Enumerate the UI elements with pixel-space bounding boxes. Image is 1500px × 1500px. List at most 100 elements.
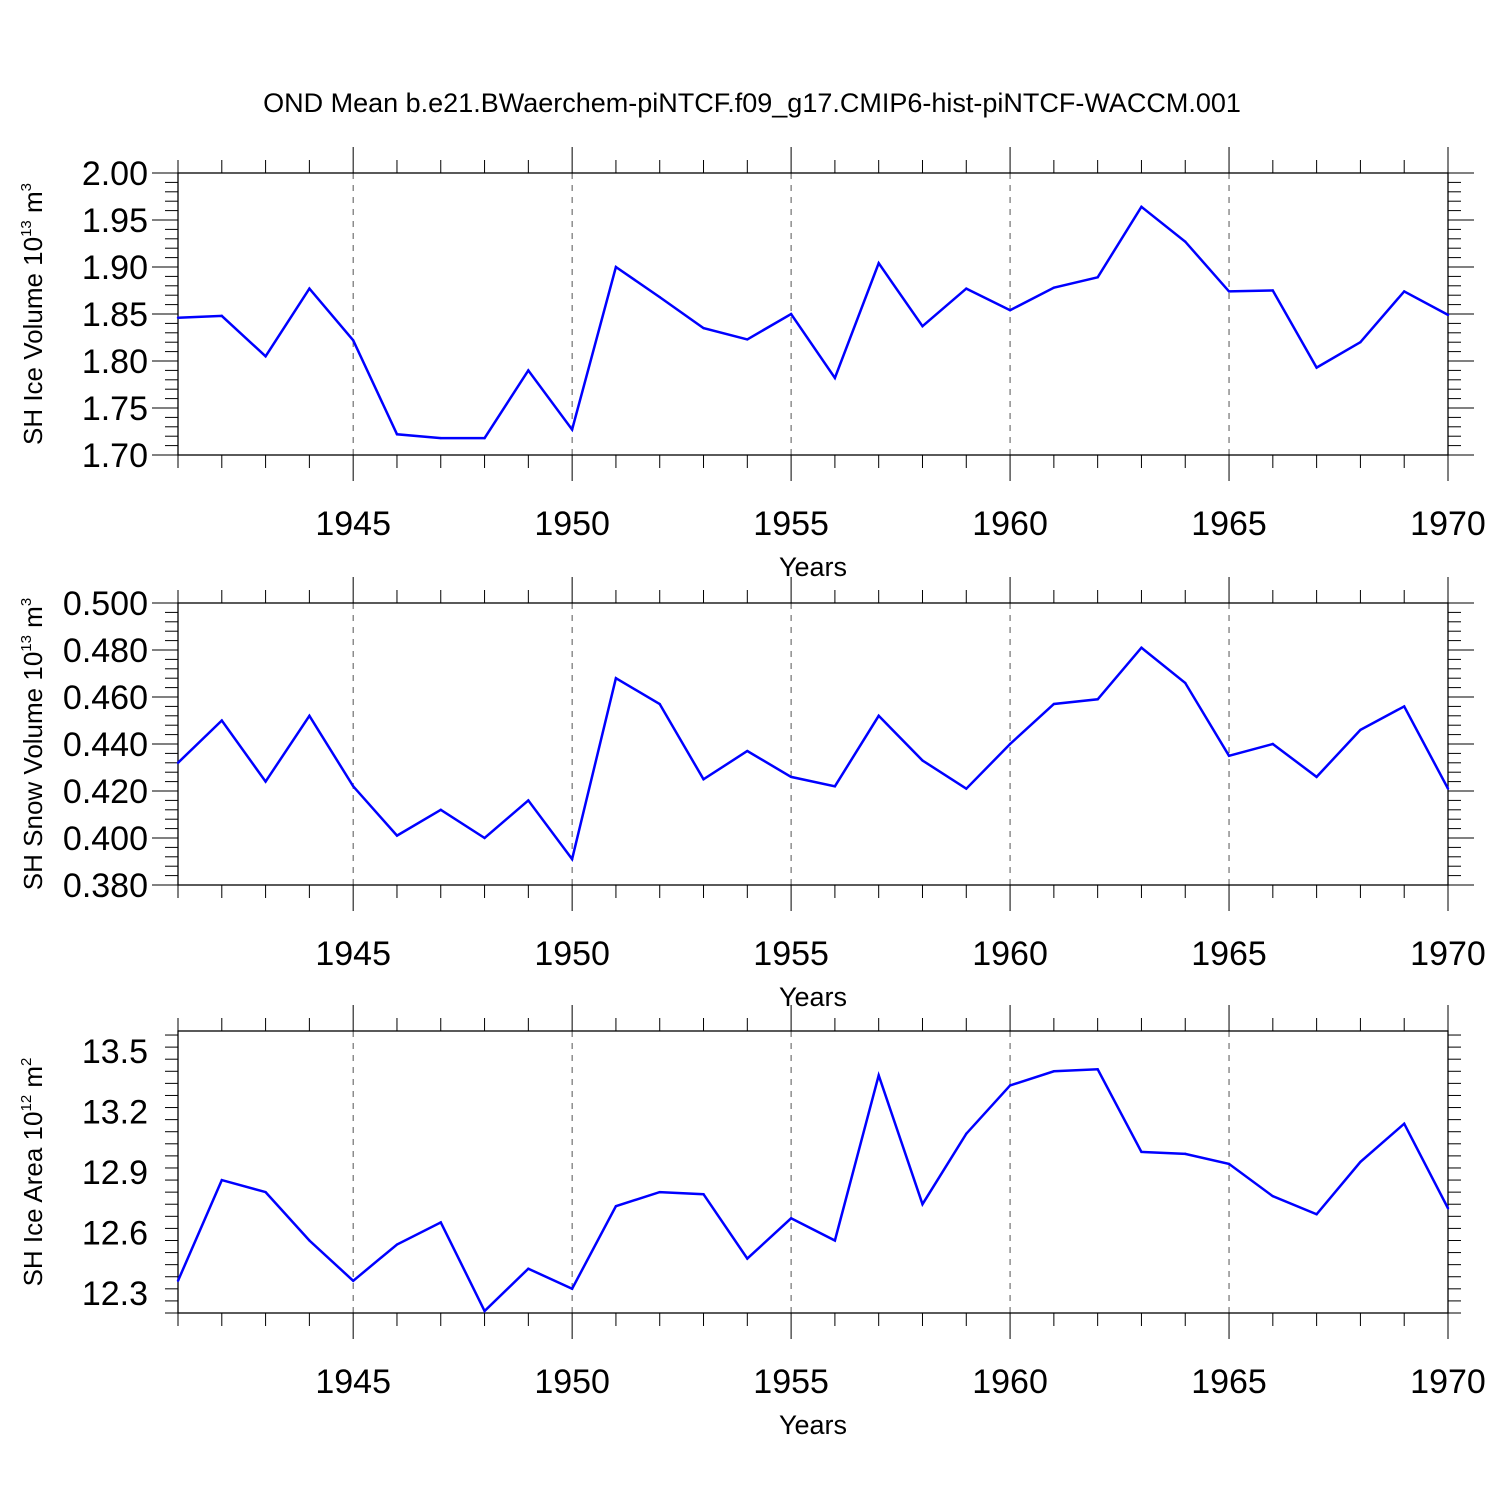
x-axis-label: Years — [779, 982, 847, 1012]
x-tick-label: 1950 — [534, 935, 610, 973]
data-point — [395, 1243, 399, 1246]
data-point — [702, 326, 705, 330]
data-point — [1227, 754, 1231, 757]
data-point — [658, 1190, 661, 1194]
data-point — [614, 1205, 618, 1208]
panel-snow-volume: 1945 1950 1955 1960 1965 1970 0.380 0.400 0.420 0… — [18, 577, 1486, 1012]
data-point — [176, 761, 180, 764]
y-tick-label: 2.00 — [82, 155, 148, 193]
data-point — [877, 1074, 880, 1077]
data-point — [1446, 787, 1450, 790]
y-tick-label: 1.75 — [82, 390, 148, 428]
data-point — [789, 1217, 793, 1220]
x-tick-label: 1970 — [1410, 505, 1486, 543]
data-point — [1446, 313, 1450, 317]
data-point — [1271, 1194, 1275, 1198]
y-tick-label: 12.9 — [82, 1154, 148, 1192]
data-point — [351, 339, 355, 342]
y-axis-label: SH Ice Volume 1013 m3 — [18, 183, 48, 445]
y-tick-label: 12.3 — [82, 1275, 148, 1313]
data-point — [220, 719, 223, 722]
data-point — [1403, 705, 1406, 708]
data-point — [395, 834, 399, 837]
data-point — [570, 428, 574, 431]
panel-ice-area: 1945 1950 1955 1960 1965 1970 12.3 12.6 12.9 13.2… — [18, 1005, 1486, 1440]
x-tick-label: 1960 — [972, 505, 1048, 543]
y-tick-label: 0.500 — [63, 585, 148, 623]
data-point — [1096, 1068, 1099, 1071]
data-point — [746, 1257, 749, 1260]
x-tick-label: 1970 — [1410, 935, 1486, 973]
x-tick-label: 1955 — [753, 935, 829, 973]
data-point — [1271, 742, 1275, 746]
data-point — [877, 714, 880, 717]
data-point — [614, 265, 618, 269]
data-point — [1359, 341, 1362, 344]
data-point — [308, 714, 311, 717]
data-point — [1227, 290, 1231, 293]
data-point — [1140, 646, 1143, 649]
data-point — [527, 369, 530, 372]
y-tick-label: 1.80 — [82, 343, 148, 381]
data-point — [921, 325, 924, 328]
data-point — [833, 376, 837, 380]
x-tick-label: 1945 — [315, 1363, 391, 1401]
x-axis-label: Years — [779, 552, 847, 582]
data-point — [1359, 1160, 1362, 1164]
y-tick-label: 0.380 — [63, 867, 148, 905]
data-point — [527, 799, 530, 802]
data-point — [658, 295, 661, 299]
data-point — [570, 857, 574, 861]
data-point — [921, 1203, 924, 1206]
data-point — [921, 759, 924, 762]
data-point — [1403, 290, 1406, 293]
x-tick-label: 1955 — [753, 1363, 829, 1401]
y-tick-label: 0.460 — [63, 679, 148, 717]
y-tick-label: 1.90 — [82, 249, 148, 287]
data-point — [1315, 1213, 1318, 1216]
data-point — [965, 287, 968, 290]
y-tick-label: 0.420 — [63, 773, 148, 811]
plot-border — [177, 602, 1449, 886]
y-tick-label: 0.440 — [63, 726, 148, 764]
data-point — [1446, 1207, 1450, 1210]
data-point — [351, 1279, 355, 1282]
y-tick-label: 1.85 — [82, 296, 148, 334]
data-point — [1140, 205, 1143, 209]
series-line — [176, 1068, 1450, 1314]
x-tick-label: 1965 — [1191, 935, 1267, 973]
y-tick-label: 1.95 — [82, 202, 148, 240]
data-point — [264, 355, 267, 358]
data-point — [1052, 286, 1056, 289]
data-point — [439, 436, 442, 440]
data-point — [220, 314, 223, 318]
x-tick-label: 1970 — [1410, 1363, 1486, 1401]
x-tick-label: 1965 — [1191, 505, 1267, 543]
data-point — [351, 785, 355, 788]
data-point — [483, 1309, 486, 1313]
data-point — [483, 836, 486, 840]
data-point — [264, 1190, 267, 1194]
data-point — [1359, 728, 1362, 732]
data-point — [833, 1239, 837, 1242]
data-point — [176, 1279, 180, 1282]
data-point — [1184, 240, 1187, 243]
data-point — [1096, 276, 1099, 279]
series-line — [177, 204, 1449, 440]
data-point — [877, 262, 880, 265]
data-point — [308, 287, 311, 290]
y-axis-label: SH Ice Area 1012 m2 — [18, 1058, 48, 1287]
data-point — [746, 749, 749, 753]
data-point — [965, 787, 968, 790]
data-point — [1008, 742, 1012, 746]
data-point — [789, 312, 793, 316]
data-point — [483, 436, 486, 440]
data-point — [1315, 366, 1318, 369]
x-tick-label: 1960 — [972, 935, 1048, 973]
data-point — [395, 433, 399, 436]
data-point — [570, 1287, 574, 1291]
data-point — [1227, 1162, 1231, 1166]
data-point — [1008, 1084, 1012, 1087]
chart-title: OND Mean b.e21.BWaerchem-piNTCF.f09_g17.… — [263, 88, 1241, 118]
